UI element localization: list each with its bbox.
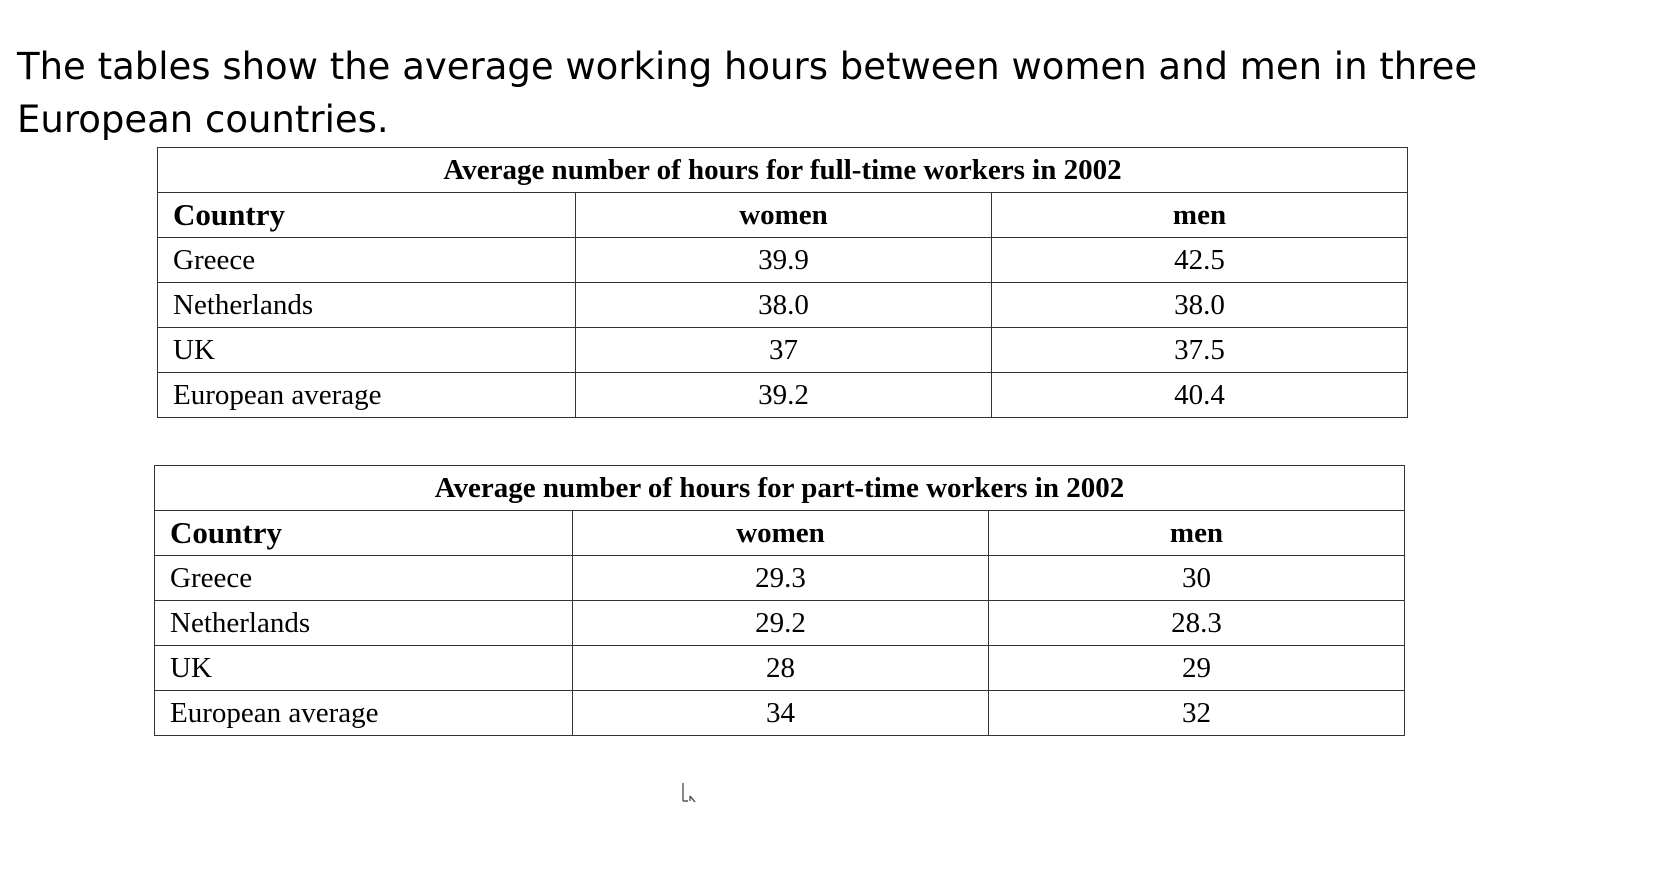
table-row: UK 28 29 (154, 645, 1405, 691)
table-row: European average 39.2 40.4 (157, 372, 1409, 418)
country-cell: UK (157, 327, 576, 373)
table-row: Netherlands 29.2 28.3 (154, 600, 1405, 646)
column-header-men: men (988, 510, 1405, 556)
column-header-women: women (572, 510, 989, 556)
women-hours-cell: 34 (572, 690, 989, 736)
country-cell: Greece (157, 237, 576, 283)
table-title: Average number of hours for part-time wo… (154, 465, 1405, 511)
men-hours-cell: 37.5 (990, 327, 1409, 373)
men-hours-cell: 40.4 (990, 372, 1409, 418)
page-heading: The tables show the average working hour… (17, 45, 1478, 141)
text-cursor-icon (682, 783, 696, 803)
men-hours-cell: 38.0 (990, 282, 1409, 328)
men-hours-cell: 32 (988, 690, 1405, 736)
country-cell: UK (154, 645, 573, 691)
women-hours-cell: 39.2 (575, 372, 992, 418)
men-hours-cell: 42.5 (990, 237, 1409, 283)
country-cell: Greece (154, 555, 573, 601)
table-row: European average 34 32 (154, 690, 1405, 736)
country-cell: European average (154, 690, 573, 736)
table-row: Netherlands 38.0 38.0 (157, 282, 1409, 328)
women-hours-cell: 39.9 (575, 237, 992, 283)
men-hours-cell: 29 (988, 645, 1405, 691)
women-hours-cell: 28 (572, 645, 989, 691)
table-row: UK 37 37.5 (157, 327, 1409, 373)
country-cell: Netherlands (157, 282, 576, 328)
table-row: Greece 39.9 42.5 (157, 237, 1409, 283)
men-hours-cell: 28.3 (988, 600, 1405, 646)
parttime-hours-table: Average number of hours for part-time wo… (154, 465, 1405, 736)
women-hours-cell: 38.0 (575, 282, 992, 328)
men-hours-cell: 30 (988, 555, 1405, 601)
column-header-country: Country (157, 192, 576, 238)
fulltime-hours-table: Average number of hours for full-time wo… (156, 147, 1409, 418)
women-hours-cell: 29.3 (572, 555, 989, 601)
table-title: Average number of hours for full-time wo… (156, 147, 1409, 193)
column-header-women: women (575, 192, 992, 238)
women-hours-cell: 37 (575, 327, 992, 373)
women-hours-cell: 29.2 (572, 600, 989, 646)
country-cell: Netherlands (154, 600, 573, 646)
column-header-country: Country (154, 510, 573, 556)
column-header-men: men (990, 192, 1409, 238)
country-cell: European average (157, 372, 576, 418)
table-row: Greece 29.3 30 (154, 555, 1405, 601)
